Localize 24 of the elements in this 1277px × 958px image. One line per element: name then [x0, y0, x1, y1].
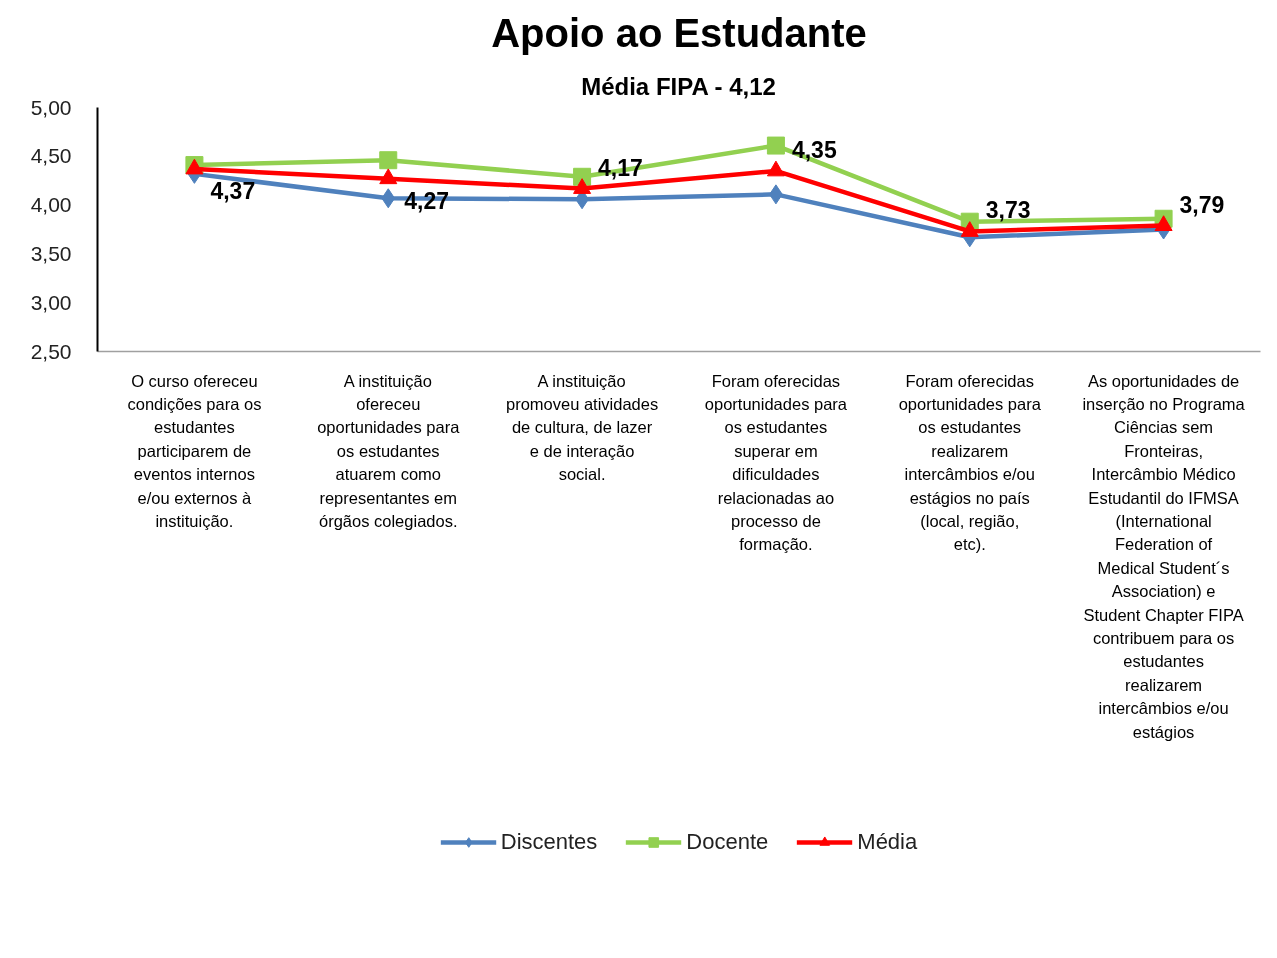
point	[379, 151, 398, 170]
y-tick-label: 3,50	[30, 241, 72, 265]
legend-label: Média	[857, 829, 918, 855]
data-label: 3,79	[1179, 191, 1225, 218]
y-tick-label: 5,00	[30, 95, 72, 119]
point	[766, 136, 785, 155]
chart-title: Apoio ao Estudante	[491, 10, 867, 55]
x-tick-label: Foram oferecidas oportunidades para os estudantes superar em dificuldades relacionadas ao processo de formação.	[704, 371, 848, 554]
y-tick-label: 2,50	[30, 339, 72, 363]
y-tick-label: 4,00	[30, 193, 72, 217]
x-tick-label: A instituição promoveu atividades de cultura, de lazer e de interação social.	[505, 371, 659, 484]
point	[381, 188, 396, 209]
category-label: As oportunidades de inserção no Programa Ciências sem Fronteiras, Intercâmbio Médico Estudantil do IFMSA (International Federation of Medical Student´s Association) e Student Chapter FIPA contribuem para os estudantes realizarem intercâmbios e/ou estágios	[1082, 371, 1245, 741]
y-tick-label: 4,50	[30, 144, 72, 168]
data-label: 4,35	[791, 136, 837, 163]
legend-label: Discentes	[500, 829, 598, 855]
chart-subtitle: Média FIPA - 4,12	[581, 72, 776, 100]
data-label: 4,37	[210, 177, 256, 204]
legend-label: Docente	[686, 829, 769, 855]
data-label: 3,73	[985, 197, 1031, 224]
x-tick-label: Foram oferecidas oportunidades para os estudantes realizarem intercâmbios e/ou estágios no país (local, região, etc).	[898, 371, 1042, 554]
x-tick-label: A instituição ofereceu oportunidades para os estudantes atuarem como representantes em órgãos colegiados.	[317, 371, 461, 530]
x-tick-label: O curso ofereceu condições para os estudantes participarem de eventos internos e/ou externos à instituição.	[127, 371, 262, 530]
y-tick-label: 3,00	[30, 290, 72, 314]
